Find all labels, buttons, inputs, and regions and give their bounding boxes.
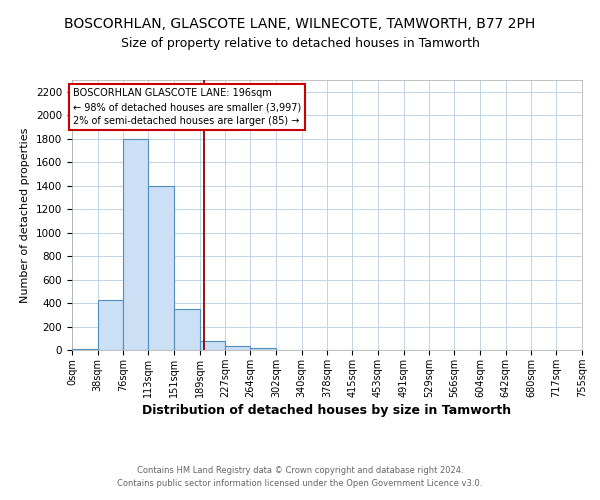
Bar xyxy=(226,346,250,350)
Text: BOSCORHLAN GLASCOTE LANE: 196sqm
← 98% of detached houses are smaller (3,997)
2%: BOSCORHLAN GLASCOTE LANE: 196sqm ← 98% o… xyxy=(73,88,302,126)
Y-axis label: Number of detached properties: Number of detached properties xyxy=(20,128,31,302)
Bar xyxy=(98,300,124,350)
Bar xyxy=(148,186,174,350)
Text: BOSCORHLAN, GLASCOTE LANE, WILNECOTE, TAMWORTH, B77 2PH: BOSCORHLAN, GLASCOTE LANE, WILNECOTE, TA… xyxy=(64,18,536,32)
Bar xyxy=(174,309,200,350)
Bar xyxy=(124,138,148,350)
X-axis label: Distribution of detached houses by size in Tamworth: Distribution of detached houses by size … xyxy=(142,404,512,417)
Text: Size of property relative to detached houses in Tamworth: Size of property relative to detached ho… xyxy=(121,38,479,51)
Text: Contains HM Land Registry data © Crown copyright and database right 2024.
Contai: Contains HM Land Registry data © Crown c… xyxy=(118,466,482,487)
Bar xyxy=(250,348,276,350)
Bar xyxy=(200,340,226,350)
Bar xyxy=(72,349,98,350)
